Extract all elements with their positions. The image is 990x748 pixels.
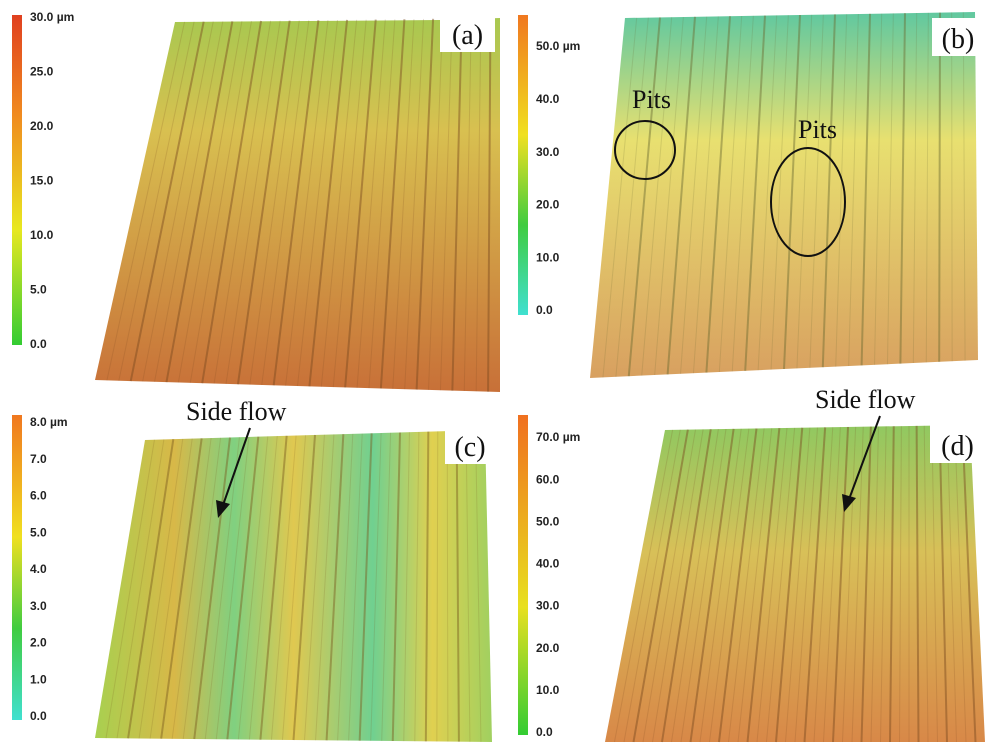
colorbar-tick-label: 8.0 µm (30, 415, 68, 429)
annotation: Pits (798, 115, 837, 144)
colorbar-tick-label: 10.0 (536, 683, 560, 697)
ridge (939, 13, 940, 362)
annotation: Pits (632, 85, 671, 114)
colorbar (518, 15, 528, 315)
colorbar-tick-label: 70.0 µm (536, 430, 580, 444)
colorbar-tick-label: 40.0 (536, 92, 560, 106)
colorbar (518, 415, 528, 735)
colorbar-tick-label: 1.0 (30, 672, 47, 686)
annotation: Side flow (815, 385, 916, 414)
colorbar-tick-label: 20.0 (30, 119, 54, 133)
colorbar-tick-label: 10.0 (30, 228, 54, 242)
colorbar-tick-label: 0.0 (30, 709, 47, 723)
colorbar (12, 15, 22, 345)
figure: 30.0 µm 25.0 20.0 15.0 10.0 5.0 0.0 (a) 50.0 µm 4… (0, 0, 990, 748)
colorbar-tick-label: 0.0 (30, 337, 47, 351)
colorbar (12, 415, 22, 720)
colorbar-tick-label: 7.0 (30, 452, 47, 466)
colorbar-tick-label: 30.0 (536, 599, 560, 613)
colorbar-tick-label: 60.0 (536, 472, 560, 486)
colorbar-tick-label: 6.0 (30, 489, 47, 503)
colorbar-tick-label: 50.0 (536, 514, 560, 528)
panel-label: (c) (454, 432, 485, 463)
colorbar-tick-label: 40.0 (536, 557, 560, 571)
colorbar-tick-label: 5.0 (30, 525, 47, 539)
ridge (447, 431, 448, 741)
panel-label: (b) (942, 24, 975, 55)
colorbar-tick-label: 25.0 (30, 65, 54, 79)
annotation: Side flow (186, 397, 287, 426)
colorbar-tick-label: 30.0 µm (30, 10, 74, 24)
colorbar-tick-label: 20.0 (536, 198, 560, 212)
surface (95, 430, 492, 742)
colorbar-tick-label: 30.0 (536, 145, 560, 159)
colorbar-tick-label: 15.0 (30, 174, 54, 188)
colorbar-tick-label: 5.0 (30, 283, 47, 297)
panel-label: (d) (941, 431, 974, 462)
colorbar-tick-label: 4.0 (30, 562, 47, 576)
colorbar-tick-label: 3.0 (30, 599, 47, 613)
colorbar-tick-label: 20.0 (536, 641, 560, 655)
colorbar-tick-label: 50.0 µm (536, 39, 580, 53)
colorbar-tick-label: 0.0 (536, 725, 553, 739)
colorbar-tick-label: 10.0 (536, 250, 560, 264)
colorbar-tick-label: 2.0 (30, 636, 47, 650)
panel-label: (a) (452, 20, 483, 51)
colorbar-tick-label: 0.0 (536, 303, 553, 317)
surface (590, 12, 978, 378)
panel-a (12, 15, 500, 392)
panel-c (12, 415, 492, 742)
